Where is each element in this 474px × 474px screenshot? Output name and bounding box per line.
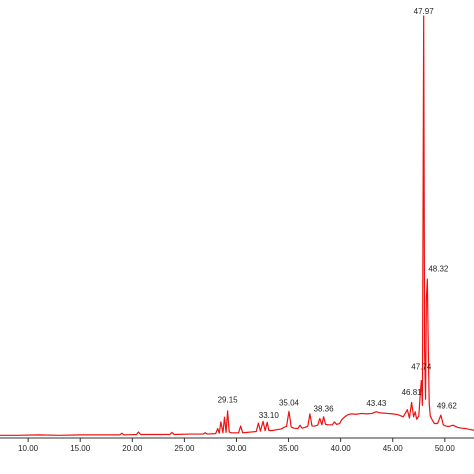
peak-label: 48.32 xyxy=(428,265,449,274)
peak-label: 49.62 xyxy=(437,401,458,410)
x-tick-label: 20.00 xyxy=(122,444,143,453)
x-tick-label: 35.00 xyxy=(279,444,300,453)
peak-label: 38.36 xyxy=(314,405,335,414)
x-tick-label: 45.00 xyxy=(383,444,404,453)
x-tick-label: 25.00 xyxy=(174,444,195,453)
peak-labels: 29.15 33.10 35.04 38.36 43.43 46.81 47.74 48.32… xyxy=(218,7,458,420)
peak-label: 43.43 xyxy=(366,399,387,408)
x-tick-label: 30.00 xyxy=(226,444,247,453)
x-tick-label: 10.00 xyxy=(18,444,39,453)
peak-label: 35.04 xyxy=(279,398,300,407)
chromatogram-trace xyxy=(0,15,474,436)
trace-layer xyxy=(0,15,474,436)
x-tick-label: 40.00 xyxy=(331,444,352,453)
peak-label: 47.74 xyxy=(411,363,432,372)
x-axis: 10.00 15.00 20.00 25.00 30.00 35.00 40.00 45.00… xyxy=(0,437,474,453)
peak-label: 47.97 xyxy=(414,7,435,16)
peak-label: 29.15 xyxy=(218,395,239,404)
x-tick-label: 50.00 xyxy=(435,444,456,453)
x-tick-label: 15.00 xyxy=(70,444,91,453)
peak-label: 33.10 xyxy=(259,411,280,420)
peak-label: 46.81 xyxy=(402,388,423,397)
